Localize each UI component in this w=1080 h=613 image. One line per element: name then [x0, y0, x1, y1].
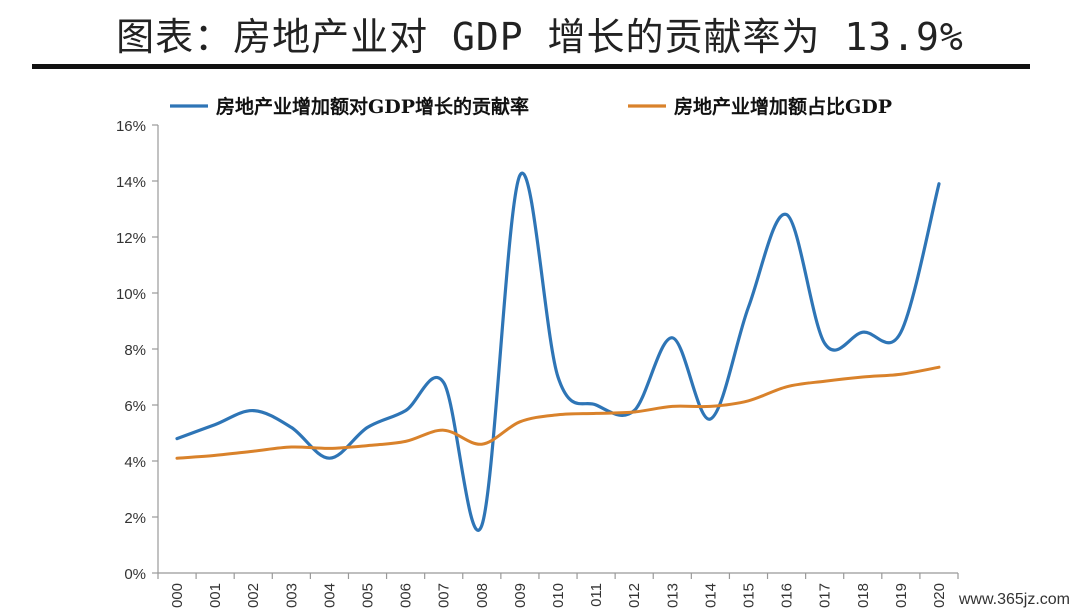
title-divider	[32, 64, 1030, 69]
legend-label-2: 房地产业增加额占比GDP	[674, 95, 892, 118]
x-tick-label: 017	[817, 583, 834, 608]
x-tick-label: 001	[207, 583, 224, 608]
y-tick-label: 14%	[116, 174, 146, 191]
y-tick-label: 2%	[124, 510, 146, 527]
series-line-1	[175, 171, 941, 532]
x-tick-label: 015	[740, 583, 757, 608]
x-tick-label: 003	[283, 583, 300, 608]
y-tick-label: 12%	[116, 230, 146, 247]
watermark: www.365jz.com	[958, 591, 1070, 608]
x-tick-label: 013	[664, 583, 681, 608]
x-tick-label: 004	[321, 583, 338, 608]
x-tick-label: 008	[474, 583, 491, 608]
x-tick-label: 011	[588, 583, 605, 607]
x-tick-label: 014	[702, 583, 719, 608]
y-tick-label: 4%	[124, 454, 146, 471]
x-tick-label: 002	[245, 583, 262, 608]
x-tick-label: 007	[436, 583, 453, 608]
x-tick-label: 019	[893, 583, 910, 608]
x-tick-label: 016	[779, 583, 796, 608]
x-tick-label: 009	[512, 583, 529, 608]
series-line-2	[175, 365, 941, 460]
x-tick-label: 006	[398, 583, 415, 608]
x-tick-label: 018	[855, 583, 872, 608]
y-tick-label: 10%	[116, 286, 146, 303]
y-tick-label: 0%	[124, 566, 146, 583]
x-tick-label: 005	[360, 583, 377, 608]
y-tick-label: 6%	[124, 398, 146, 415]
chart-legend: 房地产业增加额对GDP增长的贡献率 房地产业增加额占比GDP	[170, 95, 892, 118]
x-tick-label: 012	[626, 583, 643, 608]
y-tick-label: 8%	[124, 342, 146, 359]
x-tick-label: 000	[169, 583, 186, 608]
x-tick-label: 010	[550, 583, 567, 608]
page-title: 图表：房地产业对 GDP 增长的贡献率为 13.9%	[116, 15, 964, 59]
legend-label-1: 房地产业增加额对GDP增长的贡献率	[216, 95, 529, 118]
y-tick-label: 16%	[116, 118, 146, 135]
x-tick-label: 020	[931, 583, 948, 608]
chart-axes: 0% 2% 4% 6% 8% 10% 12% 14% 16% 000 001 002 003 004 005…	[116, 118, 959, 608]
chart-series	[175, 171, 941, 532]
